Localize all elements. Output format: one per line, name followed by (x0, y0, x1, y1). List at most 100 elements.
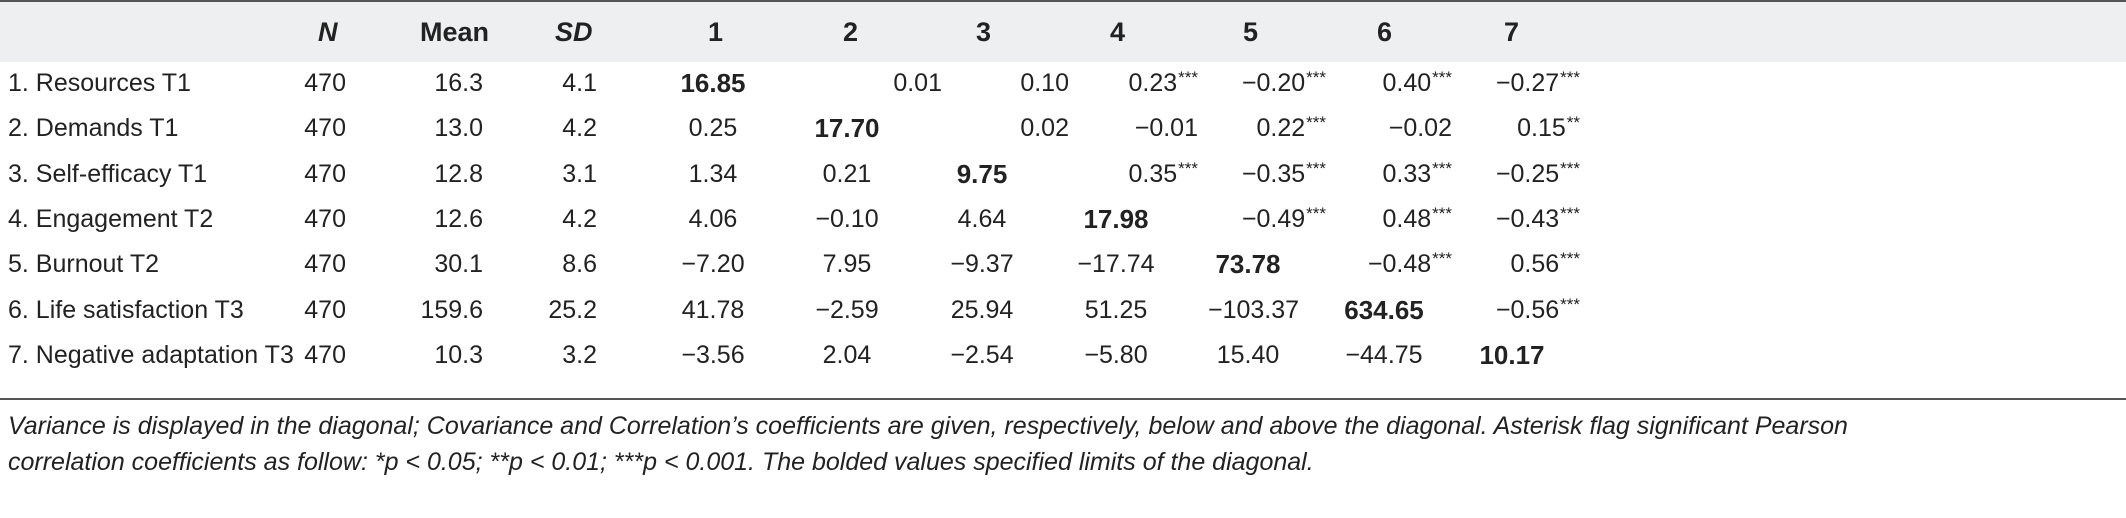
row-label: 4. Engagement T2 (8, 204, 214, 233)
significance-stars: *** (1306, 203, 1326, 223)
matrix-cell: −0.10 (807, 197, 887, 242)
diagonal-variance-cell: 634.65 (1344, 288, 1424, 333)
matrix-cell: −0.20*** (1242, 61, 1326, 106)
significance-stars: *** (1432, 203, 1452, 223)
matrix-cell: −0.01 (1135, 106, 1198, 151)
cell-mean: 159.6 (420, 295, 483, 324)
cell-value: 0.10 (1020, 69, 1069, 97)
cell-mean: 12.8 (434, 159, 483, 188)
header-col-1: 1 (708, 17, 724, 47)
cell-value: −0.43 (1495, 204, 1560, 233)
header-col-5: 5 (1243, 17, 1259, 47)
cell-value: 0.01 (893, 69, 942, 97)
table-row: 4. Engagement T2 470 12.6 4.2 4.06 −0.10 4.64 1… (0, 197, 2126, 242)
significance-stars: *** (1560, 203, 1580, 223)
matrix-cell: −103.37 (1208, 288, 1299, 333)
significance-stars: *** (1306, 113, 1326, 133)
cell-value: 0.22 (1256, 114, 1306, 143)
cell-value: −0.48 (1367, 250, 1432, 279)
cell-value: 0.35 (1128, 159, 1178, 188)
significance-stars: *** (1560, 158, 1580, 178)
cell-sd: 3.2 (562, 340, 597, 369)
row-label: 2. Demands T1 (8, 114, 179, 143)
matrix-cell: −0.43*** (1496, 197, 1580, 242)
matrix-cell: −0.56*** (1496, 288, 1580, 333)
cell-value: −0.01 (1134, 114, 1198, 143)
table-bottom-rule (0, 398, 2126, 400)
row-label: 1. Resources T1 (8, 69, 191, 97)
matrix-cell: 0.48*** (1382, 197, 1452, 242)
cell-n: 470 (304, 204, 346, 233)
matrix-cell: −17.74 (1076, 242, 1156, 287)
cell-value: 0.02 (1020, 114, 1069, 143)
table-row: 1. Resources T1 470 16.3 4.1 16.85 0.01 0.10 0.… (0, 61, 2126, 106)
diagonal-variance-cell: 10.17 (1472, 333, 1552, 378)
cell-value: −17.74 (1077, 250, 1155, 279)
diagonal-variance-cell: 17.98 (1076, 197, 1156, 242)
cell-value: −0.27 (1495, 69, 1560, 97)
cell-value: 25.94 (950, 295, 1014, 324)
table-row: 5. Burnout T2 470 30.1 8.6 −7.20 7.95 −9.37 −17… (0, 242, 2126, 287)
cell-n: 470 (304, 114, 346, 143)
cell-value: 51.25 (1084, 295, 1148, 324)
cell-value: −9.37 (950, 250, 1014, 279)
cell-mean: 12.6 (434, 204, 483, 233)
matrix-cell: 0.22*** (1256, 106, 1326, 151)
cell-value: −103.37 (1208, 295, 1300, 324)
cell-mean: 10.3 (434, 340, 483, 369)
matrix-cell: −2.59 (807, 288, 887, 333)
row-label: 6. Life satisfaction T3 (8, 295, 244, 324)
row-label: 7. Negative adaptation T3 (8, 340, 294, 369)
matrix-cell: 25.94 (942, 288, 1022, 333)
cell-sd: 8.6 (562, 250, 597, 279)
significance-stars: *** (1178, 158, 1198, 178)
matrix-cell: 0.01 (893, 61, 942, 106)
table-row: 6. Life satisfaction T3 470 159.6 25.2 41.78… (0, 288, 2126, 333)
significance-stars: *** (1432, 158, 1452, 178)
cell-value: −0.10 (815, 204, 879, 233)
header-col-4: 4 (1110, 17, 1126, 47)
cell-value: 17.98 (1083, 203, 1149, 234)
significance-stars: *** (1306, 68, 1326, 87)
cell-value: 7.95 (822, 250, 872, 279)
significance-stars: *** (1560, 68, 1580, 87)
cell-value: 0.21 (822, 159, 872, 188)
diagonal-variance-cell: 9.75 (942, 152, 1022, 197)
cell-value: 17.70 (814, 113, 880, 144)
cell-value: 2.04 (822, 340, 872, 369)
cell-value: 0.48 (1382, 204, 1432, 233)
significance-stars: *** (1178, 68, 1198, 87)
cell-sd: 4.2 (562, 204, 597, 233)
matrix-cell: 0.25 (673, 106, 753, 151)
matrix-cell: 1.34 (673, 152, 753, 197)
matrix-cell: −0.49*** (1242, 197, 1326, 242)
matrix-cell: 0.35*** (1128, 152, 1198, 197)
cell-value: −7.20 (681, 250, 745, 279)
significance-stars: *** (1432, 68, 1452, 87)
row-label: 3. Self-efficacy T1 (8, 159, 208, 188)
matrix-cell: 0.02 (1020, 106, 1069, 151)
matrix-cell: 0.56*** (1510, 242, 1580, 287)
matrix-cell: 15.40 (1208, 333, 1288, 378)
footnote-line-1: Variance is displayed in the diagonal; C… (8, 412, 1848, 440)
header-col-7: 7 (1504, 17, 1520, 47)
cell-n: 470 (304, 250, 346, 279)
cell-value: 0.56 (1510, 250, 1560, 279)
header-col-6: 6 (1377, 17, 1393, 47)
matrix-cell: −44.75 (1344, 333, 1424, 378)
cell-value: −0.56 (1495, 295, 1560, 324)
cell-value: −0.02 (1388, 114, 1452, 143)
cell-value: 10.17 (1479, 339, 1545, 370)
cell-value: 9.75 (956, 158, 1008, 189)
matrix-cell: 2.04 (807, 333, 887, 378)
significance-stars: *** (1560, 249, 1580, 269)
diagonal-variance-cell: 17.70 (807, 106, 887, 151)
significance-stars: ** (1566, 113, 1580, 133)
significance-stars: *** (1432, 249, 1452, 269)
matrix-cell: 0.10 (1020, 61, 1069, 106)
cell-n: 470 (304, 295, 346, 324)
matrix-cell: 0.23*** (1128, 61, 1198, 106)
cell-n: 470 (304, 69, 346, 97)
header-col-3: 3 (976, 17, 992, 47)
cell-sd: 4.1 (562, 69, 597, 97)
